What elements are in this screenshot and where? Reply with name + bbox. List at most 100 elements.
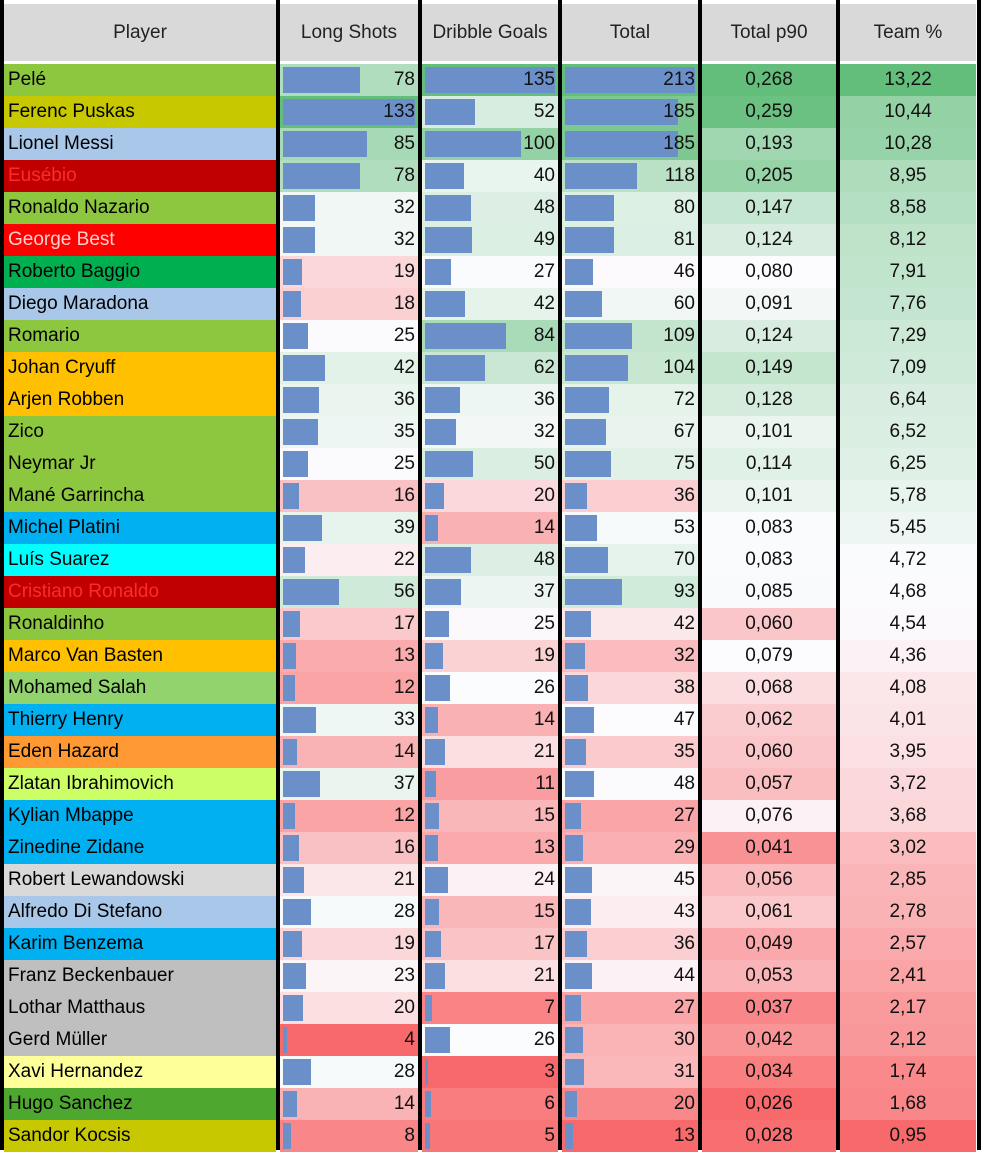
total-cell[interactable]: 42 [562,608,698,640]
total-cell[interactable]: 43 [562,896,698,928]
long-shots-cell[interactable]: 16 [280,832,418,864]
player-name-cell[interactable]: Luís Suarez [4,544,276,576]
long-shots-cell[interactable]: 19 [280,256,418,288]
long-shots-cell[interactable]: 21 [280,864,418,896]
total-p90-cell[interactable]: 0,083 [702,512,836,544]
total-p90-cell[interactable]: 0,049 [702,928,836,960]
long-shots-cell[interactable]: 16 [280,480,418,512]
team-pct-cell[interactable]: 2,12 [840,1024,976,1056]
dribble-goals-cell[interactable]: 36 [422,384,558,416]
total-p90-cell[interactable]: 0,041 [702,832,836,864]
player-name-cell[interactable]: Ferenc Puskas [4,96,276,128]
dribble-goals-cell[interactable]: 49 [422,224,558,256]
total-p90-cell[interactable]: 0,076 [702,800,836,832]
player-name-cell[interactable]: Franz Beckenbauer [4,960,276,992]
long-shots-cell[interactable]: 14 [280,736,418,768]
team-pct-cell[interactable]: 1,74 [840,1056,976,1088]
long-shots-cell[interactable]: 22 [280,544,418,576]
long-shots-cell[interactable]: 13 [280,640,418,672]
dribble-goals-cell[interactable]: 27 [422,256,558,288]
total-p90-cell[interactable]: 0,042 [702,1024,836,1056]
total-cell[interactable]: 48 [562,768,698,800]
long-shots-cell[interactable]: 42 [280,352,418,384]
team-pct-cell[interactable]: 10,44 [840,96,976,128]
long-shots-cell[interactable]: 33 [280,704,418,736]
total-cell[interactable]: 72 [562,384,698,416]
total-cell[interactable]: 38 [562,672,698,704]
long-shots-cell[interactable]: 36 [280,384,418,416]
player-name-cell[interactable]: George Best [4,224,276,256]
long-shots-cell[interactable]: 20 [280,992,418,1024]
header-long-shots[interactable]: Long Shots [280,4,418,61]
dribble-goals-cell[interactable]: 48 [422,192,558,224]
long-shots-cell[interactable]: 28 [280,1056,418,1088]
team-pct-cell[interactable]: 6,52 [840,416,976,448]
dribble-goals-cell[interactable]: 37 [422,576,558,608]
player-name-cell[interactable]: Pelé [4,64,276,96]
total-p90-cell[interactable]: 0,060 [702,608,836,640]
player-name-cell[interactable]: Zlatan Ibrahimovich [4,768,276,800]
dribble-goals-cell[interactable]: 32 [422,416,558,448]
dribble-goals-cell[interactable]: 13 [422,832,558,864]
total-cell[interactable]: 36 [562,928,698,960]
player-name-cell[interactable]: Ronaldinho [4,608,276,640]
total-cell[interactable]: 70 [562,544,698,576]
long-shots-cell[interactable]: 32 [280,192,418,224]
team-pct-cell[interactable]: 3,68 [840,800,976,832]
total-cell[interactable]: 75 [562,448,698,480]
total-p90-cell[interactable]: 0,053 [702,960,836,992]
player-name-cell[interactable]: Zinedine Zidane [4,832,276,864]
player-name-cell[interactable]: Roberto Baggio [4,256,276,288]
player-name-cell[interactable]: Ronaldo Nazario [4,192,276,224]
total-cell[interactable]: 30 [562,1024,698,1056]
dribble-goals-cell[interactable]: 6 [422,1088,558,1120]
long-shots-cell[interactable]: 18 [280,288,418,320]
long-shots-cell[interactable]: 32 [280,224,418,256]
player-name-cell[interactable]: Arjen Robben [4,384,276,416]
dribble-goals-cell[interactable]: 50 [422,448,558,480]
long-shots-cell[interactable]: 4 [280,1024,418,1056]
player-name-cell[interactable]: Mané Garrincha [4,480,276,512]
player-name-cell[interactable]: Johan Cryuff [4,352,276,384]
team-pct-cell[interactable]: 7,29 [840,320,976,352]
long-shots-cell[interactable]: 78 [280,160,418,192]
long-shots-cell[interactable]: 37 [280,768,418,800]
team-pct-cell[interactable]: 8,95 [840,160,976,192]
total-p90-cell[interactable]: 0,268 [702,64,836,96]
total-p90-cell[interactable]: 0,037 [702,992,836,1024]
dribble-goals-cell[interactable]: 26 [422,1024,558,1056]
long-shots-cell[interactable]: 78 [280,64,418,96]
total-cell[interactable]: 47 [562,704,698,736]
long-shots-cell[interactable]: 35 [280,416,418,448]
total-cell[interactable]: 81 [562,224,698,256]
total-cell[interactable]: 93 [562,576,698,608]
team-pct-cell[interactable]: 5,78 [840,480,976,512]
header-total-p90[interactable]: Total p90 [702,4,836,61]
player-name-cell[interactable]: Zico [4,416,276,448]
team-pct-cell[interactable]: 2,85 [840,864,976,896]
total-cell[interactable]: 31 [562,1056,698,1088]
dribble-goals-cell[interactable]: 24 [422,864,558,896]
player-name-cell[interactable]: Thierry Henry [4,704,276,736]
total-cell[interactable]: 104 [562,352,698,384]
long-shots-cell[interactable]: 39 [280,512,418,544]
header-player[interactable]: Player [4,4,276,61]
team-pct-cell[interactable]: 7,91 [840,256,976,288]
total-p90-cell[interactable]: 0,091 [702,288,836,320]
team-pct-cell[interactable]: 6,25 [840,448,976,480]
total-cell[interactable]: 53 [562,512,698,544]
team-pct-cell[interactable]: 4,72 [840,544,976,576]
dribble-goals-cell[interactable]: 62 [422,352,558,384]
player-name-cell[interactable]: Hugo Sanchez [4,1088,276,1120]
team-pct-cell[interactable]: 8,58 [840,192,976,224]
player-name-cell[interactable]: Lionel Messi [4,128,276,160]
total-cell[interactable]: 67 [562,416,698,448]
dribble-goals-cell[interactable]: 17 [422,928,558,960]
header-team-pct[interactable]: Team % [840,4,976,61]
total-cell[interactable]: 60 [562,288,698,320]
dribble-goals-cell[interactable]: 25 [422,608,558,640]
total-p90-cell[interactable]: 0,259 [702,96,836,128]
total-p90-cell[interactable]: 0,026 [702,1088,836,1120]
total-cell[interactable]: 36 [562,480,698,512]
total-p90-cell[interactable]: 0,062 [702,704,836,736]
